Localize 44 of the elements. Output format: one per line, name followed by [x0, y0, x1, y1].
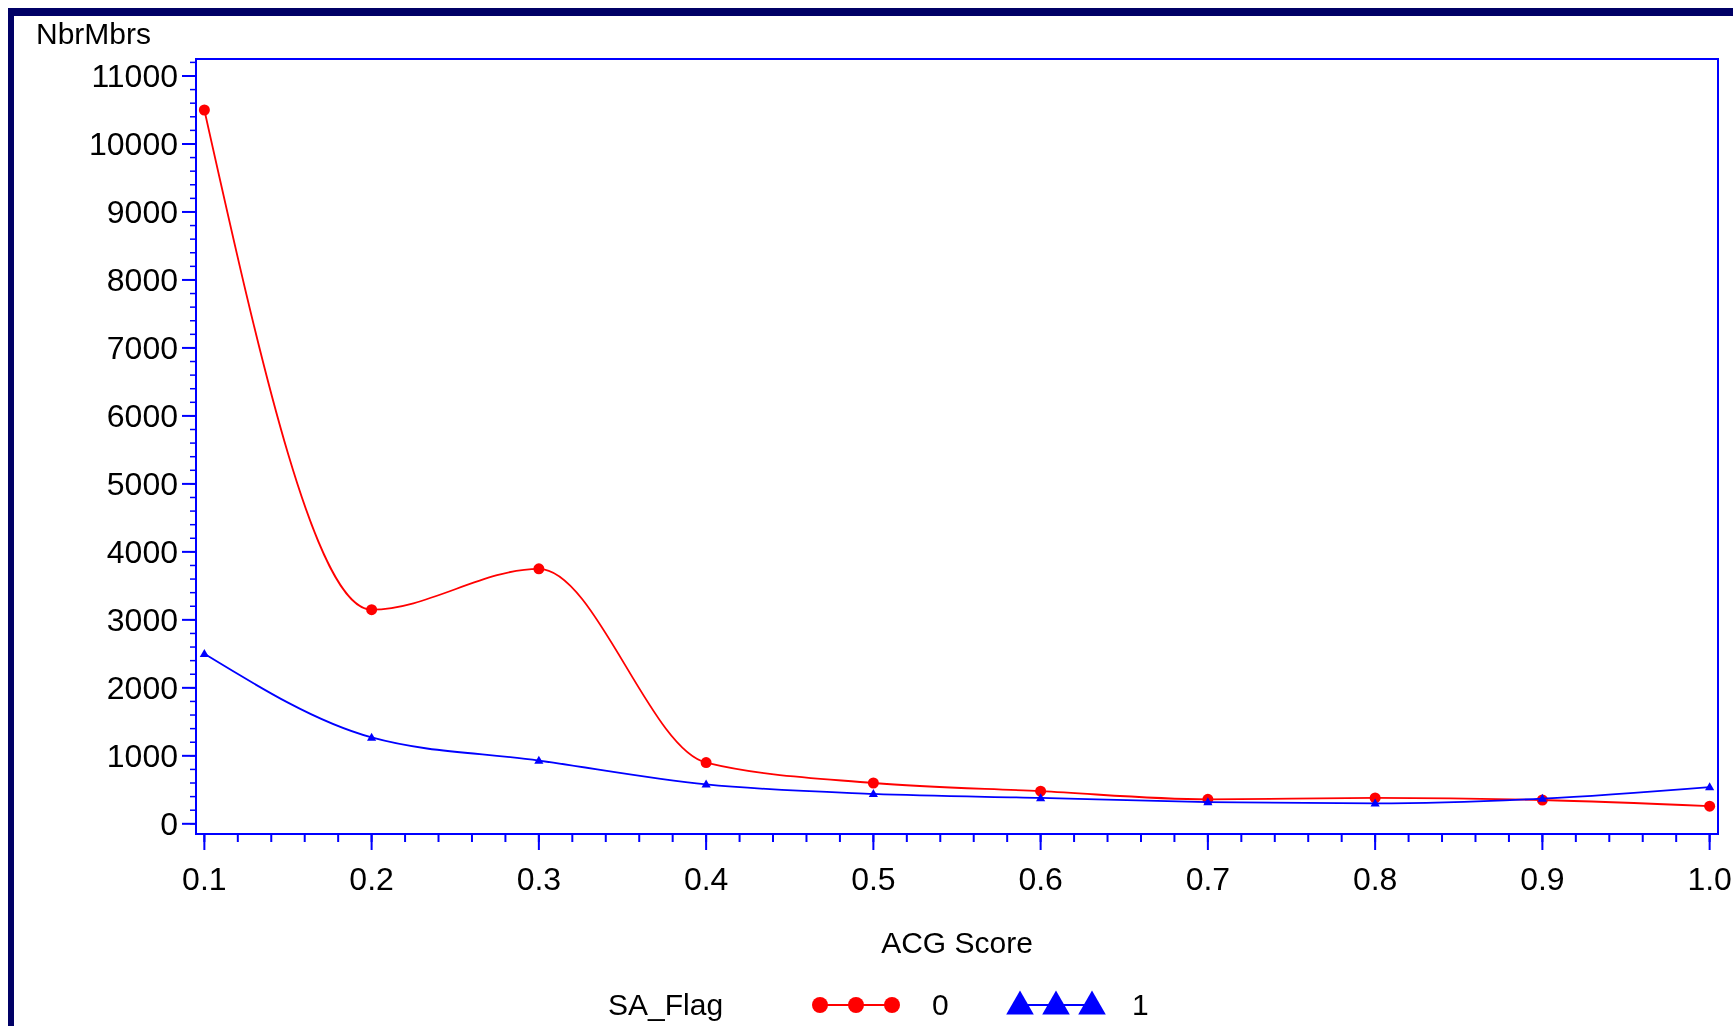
x-tick-label: 0.3	[516, 861, 562, 897]
y-tick-label: 1000	[106, 737, 178, 774]
y-tick-label: 4000	[106, 533, 178, 570]
y-tick-label: 3000	[106, 601, 178, 638]
legend-label: 0	[932, 988, 949, 1021]
point	[1036, 793, 1046, 802]
x-tick-label: 0.6	[1018, 861, 1063, 897]
x-tick-label: 0.7	[1185, 861, 1231, 897]
point	[1537, 793, 1547, 802]
y-axis-title: NbrMbrs	[36, 17, 152, 50]
point	[1203, 797, 1213, 806]
y-tick-label: 9000	[106, 193, 178, 230]
y-tick-label: 11000	[91, 58, 178, 94]
x-tick-label: 0.5	[851, 861, 896, 897]
x-tick-label: 0.1	[182, 861, 227, 897]
point	[533, 563, 545, 575]
point	[868, 789, 878, 798]
legend-title: SA_Flag	[608, 988, 724, 1021]
y-tick-label: 7000	[106, 329, 178, 366]
point	[1705, 782, 1715, 791]
point	[701, 779, 711, 788]
point	[1704, 800, 1716, 812]
point	[534, 755, 544, 764]
x-axis-title: ACG Score	[881, 926, 1033, 959]
point	[367, 732, 377, 741]
point	[1035, 785, 1047, 797]
y-tick-label: 6000	[106, 397, 178, 434]
y-tick-label: 5000	[106, 465, 178, 502]
legend-label: 1	[1132, 988, 1149, 1021]
x-tick-label: 0.9	[1520, 861, 1565, 897]
x-tick-label: 0.8	[1352, 861, 1398, 897]
x-tick-label: 1.0	[1687, 861, 1732, 897]
y-tick-label: 2000	[106, 669, 178, 706]
y-tick-label: 10000	[89, 125, 178, 162]
point	[867, 777, 879, 789]
y-tick-label: 0	[160, 805, 178, 842]
x-tick-label: 0.4	[683, 861, 729, 897]
point	[198, 104, 210, 116]
y-tick-label: 8000	[106, 261, 178, 298]
point	[1370, 798, 1380, 807]
x-tick-label: 0.2	[349, 861, 394, 897]
point	[700, 757, 712, 769]
point	[199, 649, 209, 658]
point	[366, 604, 378, 616]
